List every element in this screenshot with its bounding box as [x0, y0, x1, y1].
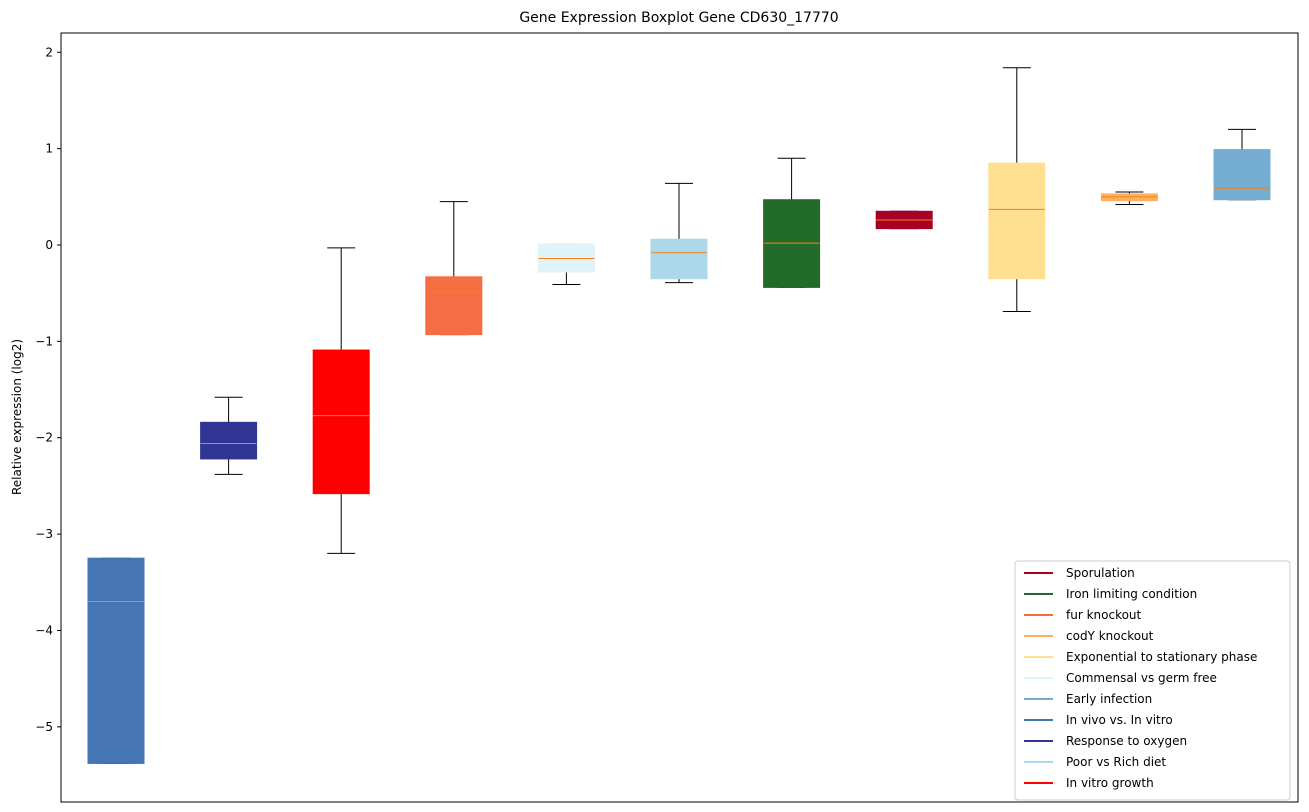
- box-11: [1213, 128, 1271, 201]
- legend-label: fur knockout: [1066, 608, 1142, 622]
- y-tick-label: 0: [45, 238, 53, 252]
- box-9: [988, 67, 1046, 312]
- y-tick-label: −4: [35, 623, 53, 637]
- box-8: [875, 210, 933, 230]
- box-5: [537, 243, 595, 286]
- box-10: [1100, 191, 1158, 206]
- legend-item: fur knockout: [1024, 608, 1142, 622]
- box-body: [87, 557, 145, 764]
- y-tick-label: 2: [45, 45, 53, 59]
- legend-label: Exponential to stationary phase: [1066, 650, 1257, 664]
- y-axis: 2 1 0 −1 −2 −3 −4 −5: [35, 45, 61, 734]
- legend-item: In vivo vs. In vitro: [1024, 713, 1173, 727]
- legend-label: Poor vs Rich diet: [1066, 755, 1166, 769]
- legend: Sporulation Iron limiting condition fur kn…: [1014, 560, 1291, 801]
- y-tick-label: −2: [35, 431, 53, 445]
- box-body: [988, 162, 1046, 280]
- legend-item: Poor vs Rich diet: [1024, 755, 1166, 769]
- legend-label: Sporulation: [1066, 566, 1135, 580]
- legend-item: In vitro growth: [1024, 776, 1154, 790]
- box-body: [1213, 149, 1271, 201]
- legend-box: [1014, 560, 1291, 801]
- legend-item: Commensal vs germ free: [1024, 671, 1217, 685]
- legend-item: codY knockout: [1024, 629, 1154, 643]
- legend-item: Exponential to stationary phase: [1024, 650, 1257, 664]
- box-body: [200, 421, 258, 460]
- legend-item: Iron limiting condition: [1024, 587, 1197, 601]
- box-4: [425, 201, 483, 336]
- chart-title: Gene Expression Boxplot Gene CD630_17770: [519, 10, 838, 26]
- box-7: [763, 157, 821, 288]
- y-axis-label: Relative expression (log2): [10, 339, 24, 495]
- y-tick-label: 1: [45, 142, 53, 156]
- legend-label: Response to oxygen: [1066, 734, 1187, 748]
- box-1: [87, 557, 145, 764]
- legend-label: Commensal vs germ free: [1066, 671, 1217, 685]
- plot-frame: [60, 32, 1299, 803]
- legend-label: In vivo vs. In vitro: [1066, 713, 1173, 727]
- legend-label: Early infection: [1066, 692, 1152, 706]
- box-body: [650, 238, 708, 280]
- box-body: [425, 276, 483, 336]
- y-tick-label: −3: [35, 527, 53, 541]
- box-2: [200, 396, 258, 475]
- legend-label: In vitro growth: [1066, 776, 1154, 790]
- box-3: [312, 247, 370, 554]
- box-6: [650, 182, 708, 284]
- legend-item: Sporulation: [1024, 566, 1135, 580]
- legend-item: Early infection: [1024, 692, 1152, 706]
- plot-area: [87, 67, 1271, 764]
- y-tick-label: −5: [35, 720, 53, 734]
- legend-label: codY knockout: [1066, 629, 1154, 643]
- box-body: [312, 349, 370, 495]
- legend-label: Iron limiting condition: [1066, 587, 1197, 601]
- legend-item: Response to oxygen: [1024, 734, 1187, 748]
- y-tick-label: −1: [35, 334, 53, 348]
